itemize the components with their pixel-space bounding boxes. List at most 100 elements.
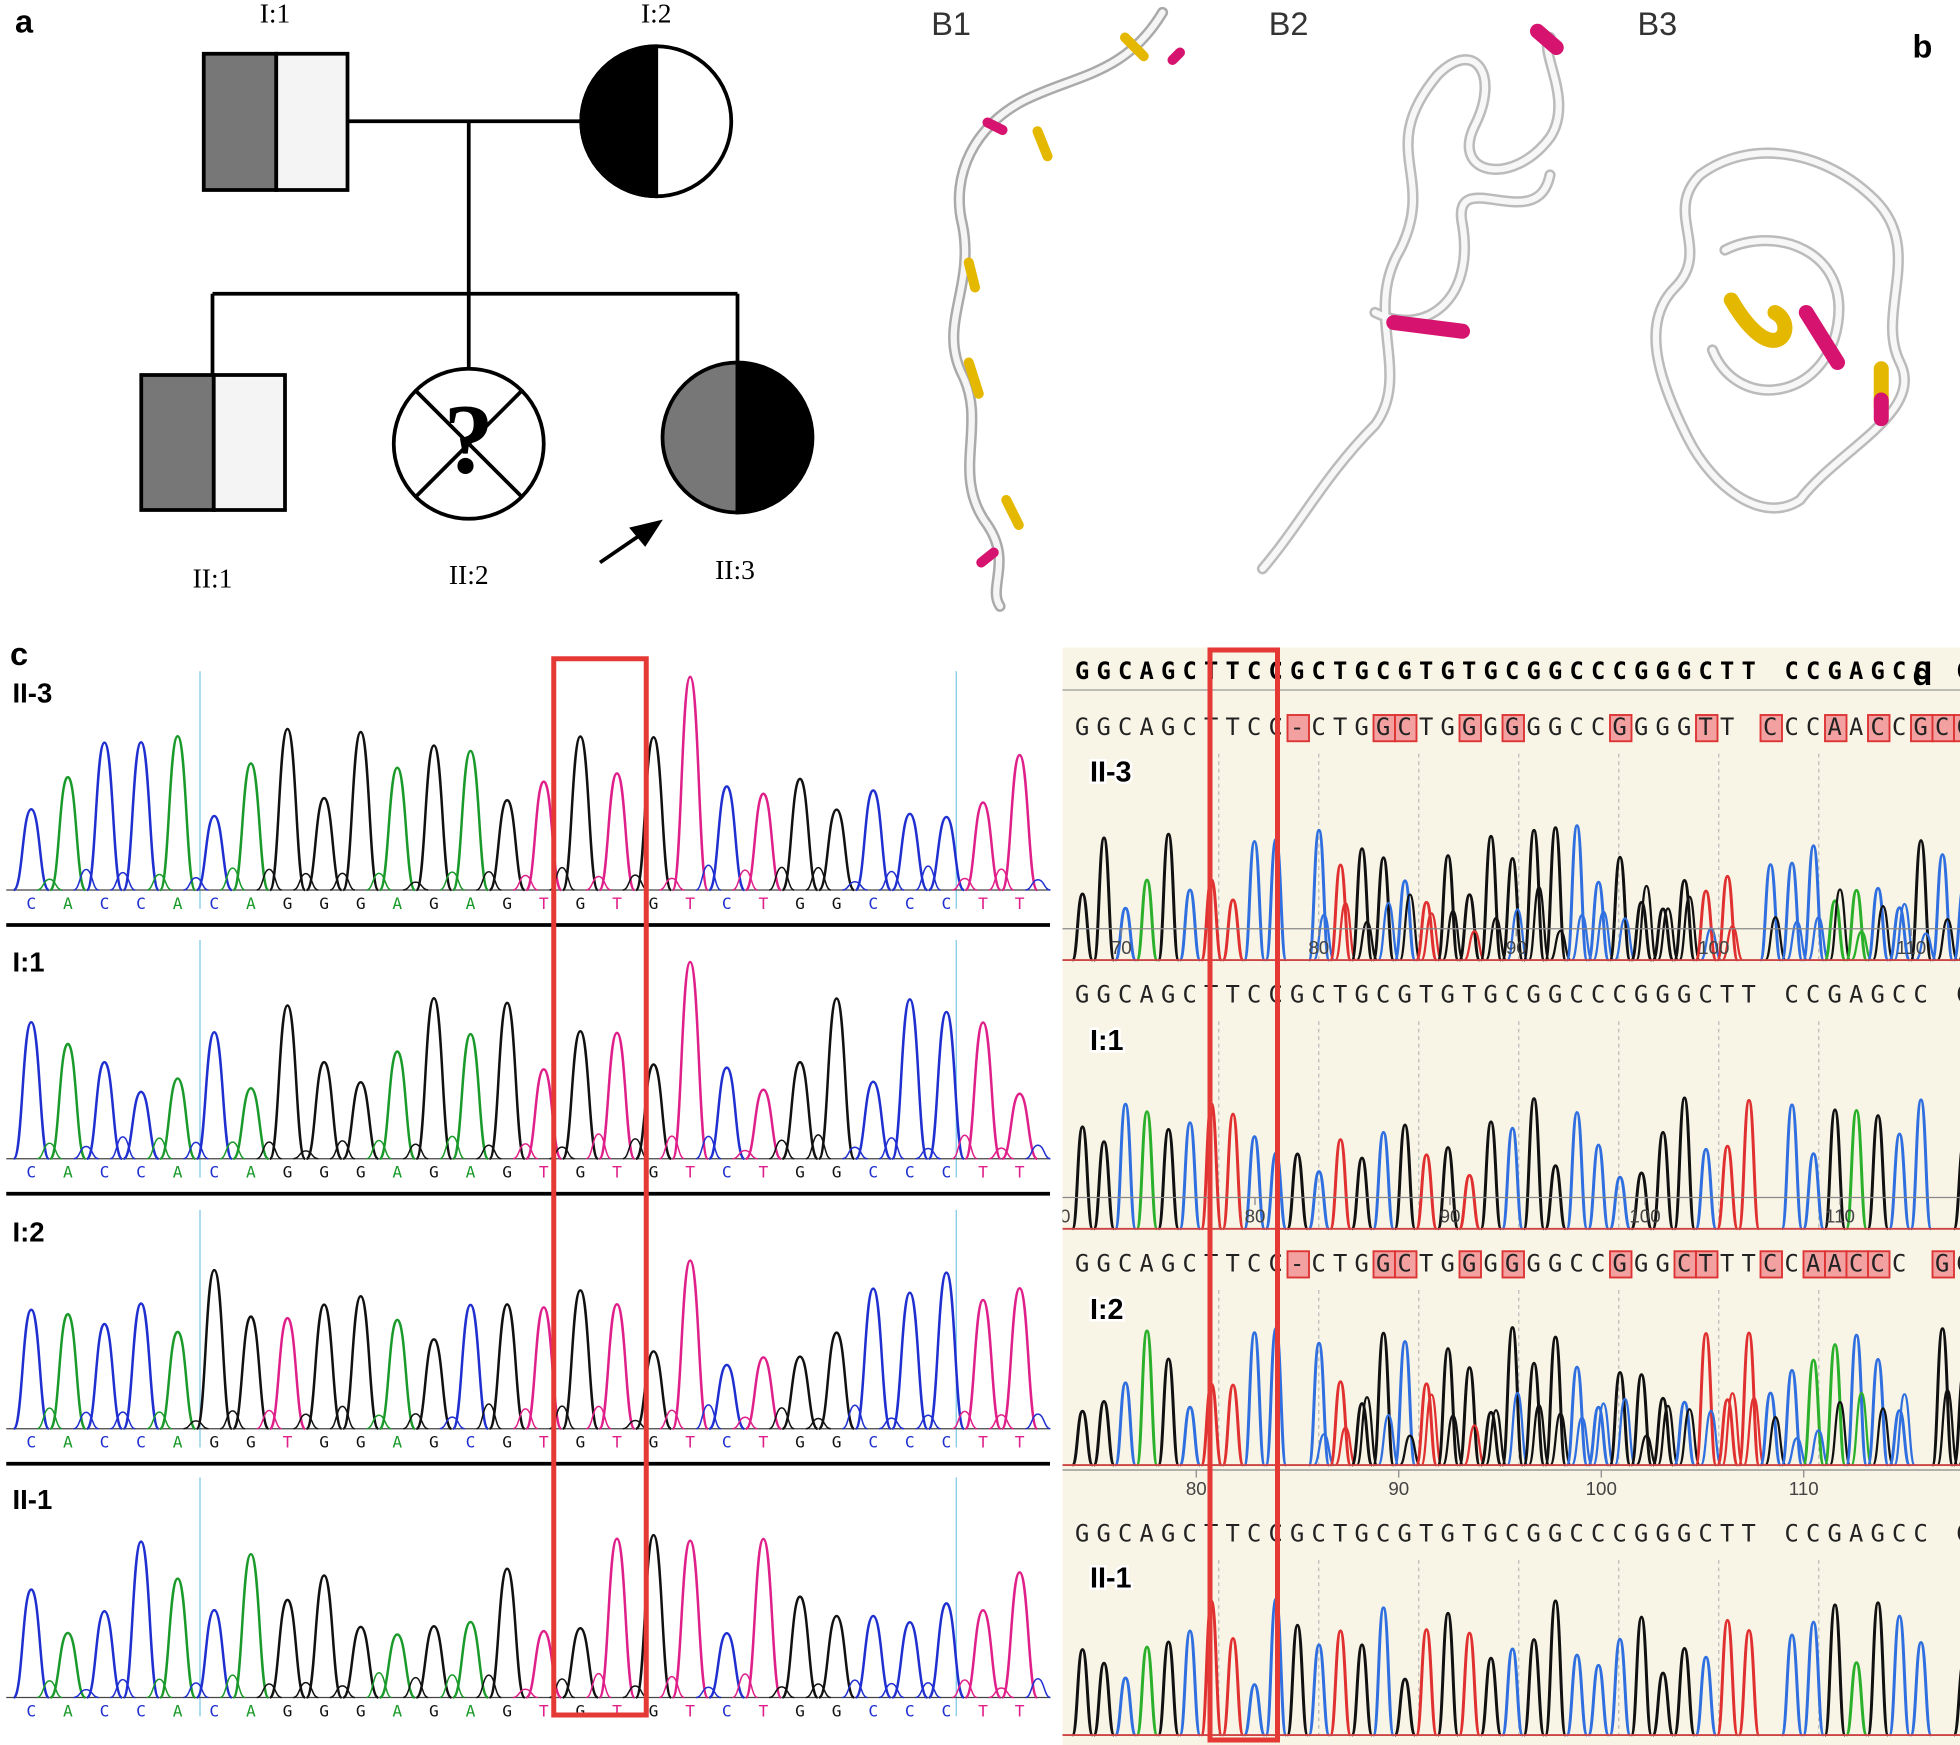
base-call: G (1097, 1519, 1111, 1547)
base-call: T (685, 1433, 695, 1452)
peak (988, 1414, 1015, 1430)
peak (964, 1609, 1002, 1699)
peak (1350, 847, 1374, 962)
base-call: G (1656, 981, 1670, 1009)
peak (219, 1674, 246, 1699)
peak (915, 1682, 941, 1699)
base-call: A (173, 1433, 183, 1452)
peak (695, 864, 722, 891)
base-call: T (1699, 1249, 1713, 1277)
peak (1823, 1108, 1847, 1231)
reference-base: T (1419, 657, 1433, 685)
base-call: T (1015, 1163, 1025, 1182)
peak (927, 1602, 966, 1699)
peak (842, 1679, 868, 1699)
peak (219, 867, 246, 891)
peak (1178, 1405, 1202, 1467)
peak (1484, 916, 1508, 962)
peak (805, 1417, 831, 1430)
base-call: G (649, 1433, 659, 1452)
base-call: C (1892, 981, 1906, 1009)
reference-base: G (1484, 657, 1498, 685)
base-call: T (1462, 981, 1476, 1009)
model-label: B3 (1638, 6, 1678, 42)
peak (305, 1060, 343, 1160)
base-call: A (63, 894, 73, 913)
peak (1802, 844, 1825, 962)
peak (1635, 1434, 1658, 1467)
base-call: G (1484, 1249, 1498, 1277)
base-call: T (1226, 1249, 1240, 1277)
base-call: C (868, 894, 878, 913)
reference-base: G (1828, 657, 1842, 685)
base-call: C (1613, 981, 1627, 1009)
base-call: C (1785, 981, 1799, 1009)
base-call: C (1806, 713, 1820, 741)
peak (488, 799, 526, 892)
peak (1893, 902, 1916, 962)
base-call: A (1806, 1249, 1820, 1277)
peak (1372, 1331, 1395, 1467)
peak (293, 1681, 319, 1699)
peak (1307, 828, 1331, 962)
peak (49, 1631, 87, 1699)
base-call: T (612, 1433, 622, 1452)
peak (1544, 1599, 1567, 1737)
peak (1286, 1152, 1309, 1231)
base-call: C (1118, 1249, 1132, 1277)
base-call: T (978, 1163, 988, 1182)
base-call: A (466, 1701, 476, 1720)
peak (1178, 1629, 1202, 1737)
base-call: T (539, 894, 549, 913)
peak (146, 1137, 173, 1160)
highlight-box (1207, 647, 1280, 1743)
peak (1025, 879, 1051, 891)
base-call: G (832, 894, 842, 913)
peak (146, 873, 173, 891)
peak (109, 1136, 136, 1160)
peak (158, 1577, 197, 1699)
base-call: G (502, 1701, 512, 1720)
base-call: C (1505, 1519, 1519, 1547)
peak (1802, 1620, 1825, 1737)
reference-base: C (1785, 657, 1799, 685)
peak (415, 996, 453, 1160)
base-call: A (1140, 981, 1154, 1009)
tick-label: 80 (1245, 1206, 1266, 1227)
peak (1307, 1170, 1331, 1231)
peak (1350, 1156, 1374, 1231)
peak (1549, 929, 1572, 962)
peak (415, 1338, 453, 1430)
base-call: C (1935, 713, 1949, 741)
model-label: B1 (931, 6, 971, 42)
base-call: C (1677, 1249, 1691, 1277)
base-call: T (1333, 981, 1347, 1009)
peak (1463, 930, 1486, 962)
peak (1802, 1152, 1825, 1231)
base-call: G (429, 894, 439, 913)
base-call: T (539, 1433, 549, 1452)
peak (36, 1142, 63, 1160)
peak (1952, 1151, 1960, 1231)
peak (744, 1356, 783, 1430)
peak (659, 1135, 685, 1160)
mismatch-box (1759, 714, 1783, 743)
peak (781, 777, 819, 892)
peak (1025, 1413, 1051, 1430)
peak (708, 1631, 746, 1699)
peak (403, 881, 429, 891)
base-call: C (1892, 713, 1906, 741)
base-call: C (1806, 981, 1820, 1009)
peak (1866, 1114, 1890, 1231)
peak (512, 874, 539, 891)
peak (1630, 900, 1653, 962)
base-call: G (502, 1163, 512, 1182)
base-call: C (942, 1433, 952, 1452)
base-call: G (429, 1701, 439, 1720)
ribbon (1652, 150, 1908, 512)
peak (891, 812, 929, 892)
base-call: T (1419, 981, 1433, 1009)
peak (1694, 1655, 1718, 1737)
member-label: II:1 (193, 563, 233, 594)
helix (1798, 305, 1889, 427)
